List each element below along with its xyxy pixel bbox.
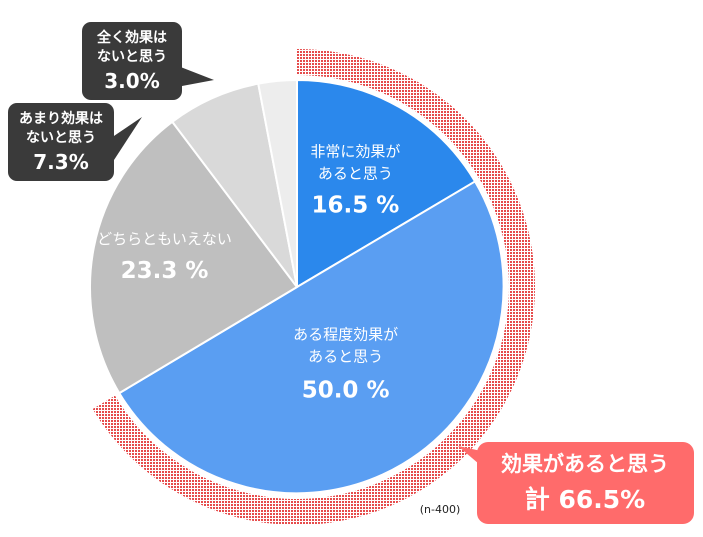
callout-label-line-1: 全く効果は bbox=[96, 29, 167, 46]
pie-slice-1 bbox=[296, 78, 477, 289]
pie-slice-5 bbox=[257, 78, 298, 288]
callout-value: 3.0% bbox=[104, 69, 159, 93]
slice-label-2-line-2: あると思う bbox=[308, 348, 383, 366]
callout-label-line-1: あまり効果は bbox=[19, 110, 103, 127]
slice-label-3-line-1: どちらともいえない bbox=[97, 230, 232, 248]
slice-label-2-line-1: ある程度効果が bbox=[293, 326, 398, 344]
slice-label-1-line-2: あると思う bbox=[318, 165, 393, 183]
callout-box bbox=[8, 103, 114, 181]
slice-value-1: 16.5 % bbox=[311, 193, 399, 219]
total-callout-title: 効果があると思う bbox=[501, 452, 669, 476]
slice-value-3: 23.3 % bbox=[121, 258, 209, 284]
pie-slice-3 bbox=[89, 120, 299, 395]
sample-size-note: (n-400) bbox=[420, 503, 461, 516]
callout-pointer bbox=[178, 66, 214, 86]
pie-slice-2 bbox=[117, 180, 505, 495]
slice-label-1-line-1: 非常に効果が bbox=[310, 143, 400, 161]
callout-label-line-2: ないと思う bbox=[97, 49, 167, 65]
callout-box bbox=[82, 22, 182, 100]
total-callout-value: 計 66.5% bbox=[525, 485, 645, 514]
callout-label-line-2: ないと思う bbox=[26, 130, 96, 146]
slice-value-2: 50.0 % bbox=[302, 378, 390, 404]
total-callout-box bbox=[477, 442, 694, 524]
callout-pointer bbox=[108, 117, 142, 160]
callout-value: 7.3% bbox=[33, 150, 88, 174]
